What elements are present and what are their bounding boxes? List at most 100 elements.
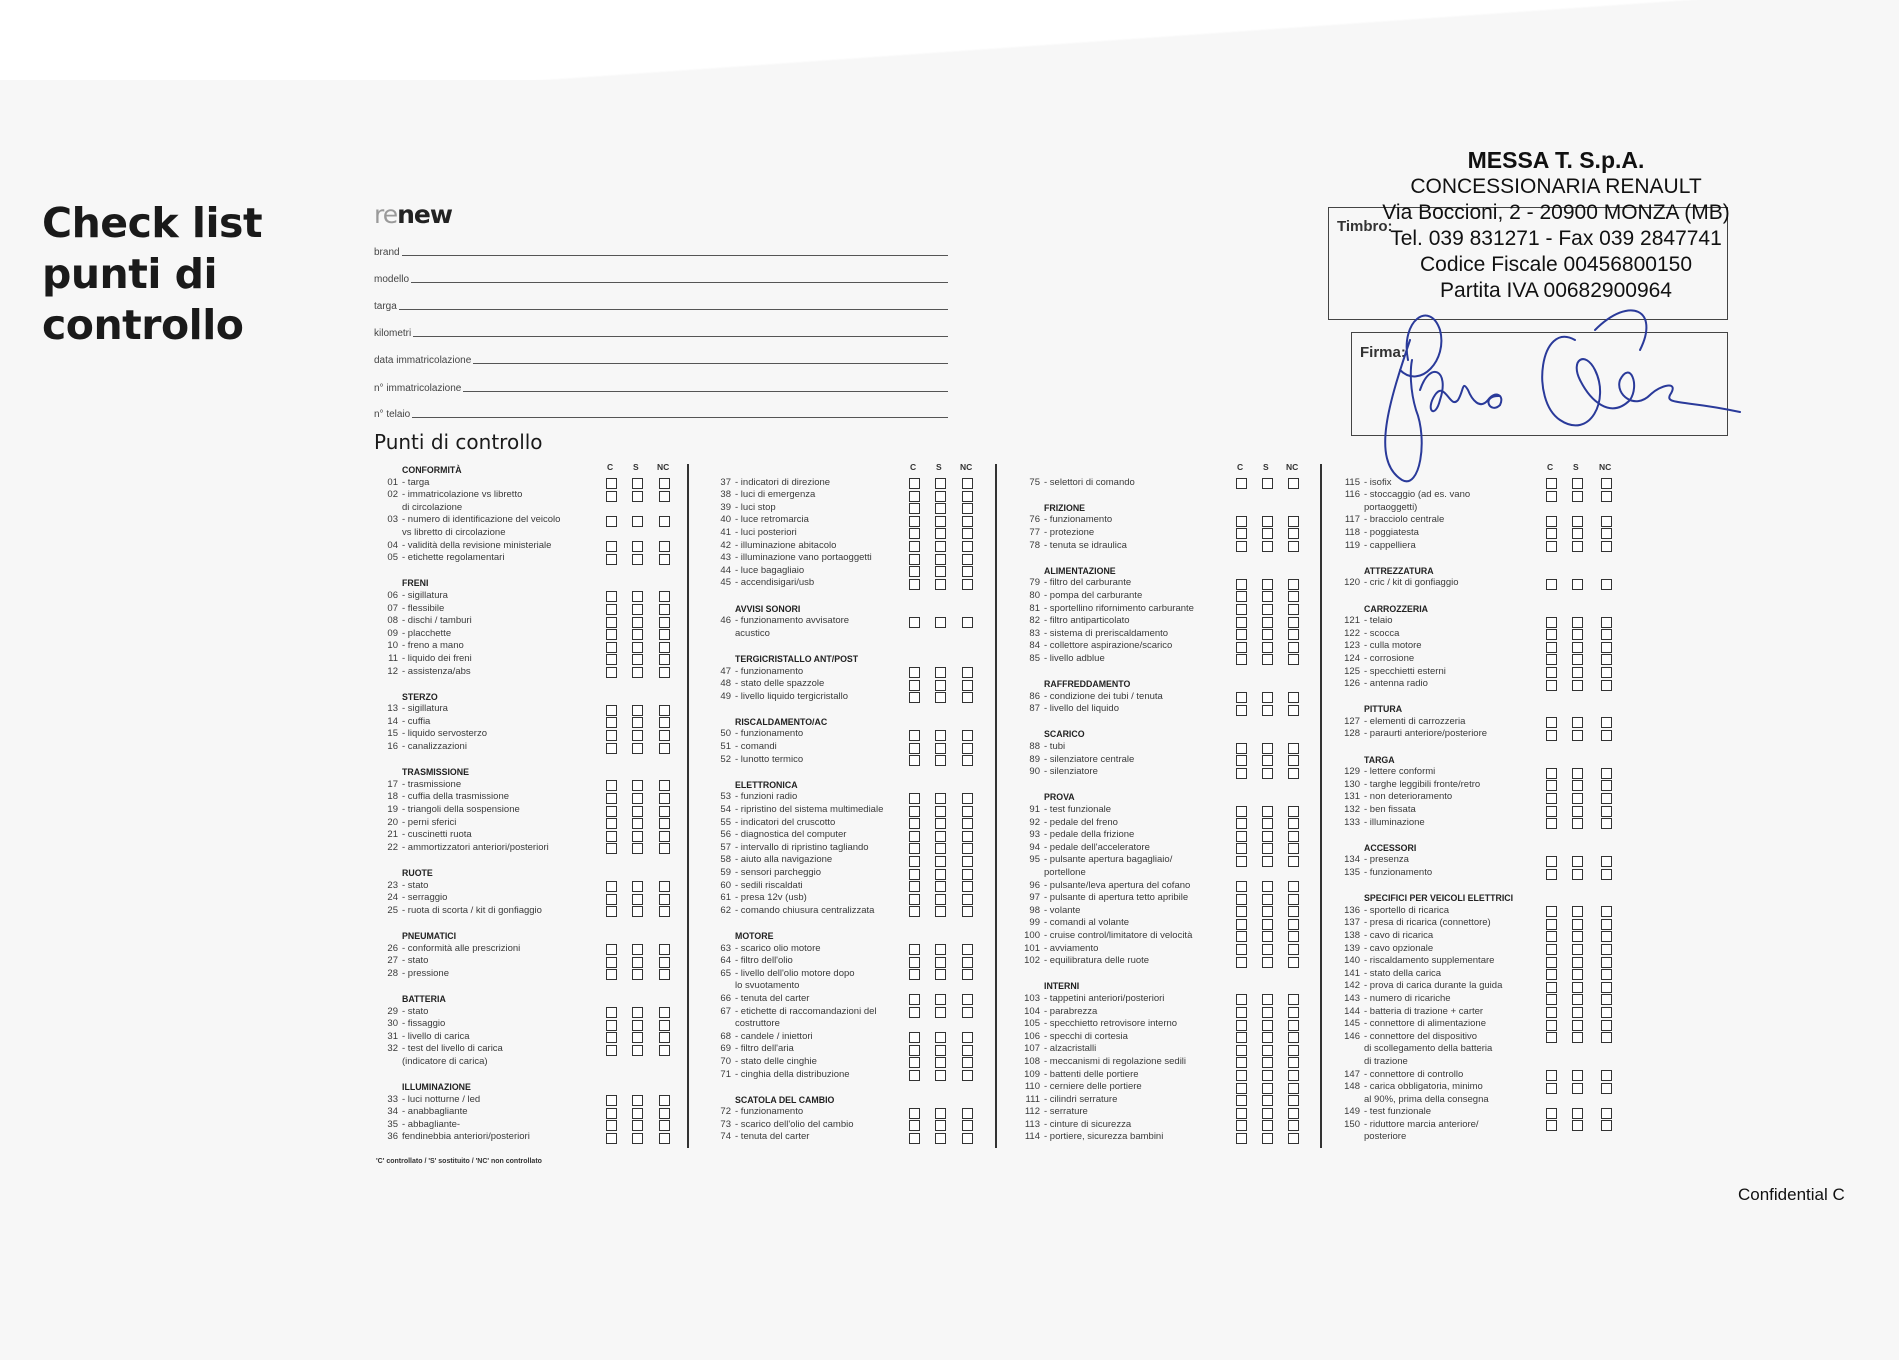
checkbox-nc[interactable] <box>659 1132 670 1144</box>
checkbox-c[interactable] <box>909 956 920 968</box>
checkbox-nc[interactable] <box>962 1120 973 1132</box>
checkbox-nc[interactable] <box>659 830 670 842</box>
checkbox-c[interactable] <box>909 969 920 981</box>
checkbox-s[interactable] <box>935 566 946 578</box>
checkbox-nc[interactable] <box>1288 591 1299 603</box>
checkbox-s[interactable] <box>935 528 946 540</box>
checkbox-nc[interactable] <box>962 1007 973 1019</box>
checkbox-s[interactable] <box>1572 944 1583 956</box>
checkbox-s[interactable] <box>632 1107 643 1119</box>
checkbox-c[interactable] <box>1546 918 1557 930</box>
checkbox-c[interactable] <box>909 855 920 867</box>
checkbox-c[interactable] <box>1546 1070 1557 1081</box>
checkbox-nc[interactable] <box>659 969 670 981</box>
checkbox-c[interactable] <box>1236 1007 1247 1019</box>
checkbox-nc[interactable] <box>1288 692 1299 704</box>
checkbox-nc[interactable] <box>962 679 973 691</box>
checkbox-s[interactable] <box>632 1007 643 1019</box>
checkbox-nc[interactable] <box>962 1132 973 1144</box>
checkbox-s[interactable] <box>1572 918 1583 930</box>
checkbox-s[interactable] <box>935 830 946 842</box>
checkbox-s[interactable] <box>935 1044 946 1056</box>
checkbox-s[interactable] <box>632 604 643 616</box>
checkbox-nc[interactable] <box>659 906 670 918</box>
checkbox-c[interactable] <box>1546 629 1557 641</box>
checkbox-c[interactable] <box>606 1095 617 1107</box>
checkbox-s[interactable] <box>632 641 643 653</box>
checkbox-s[interactable] <box>935 1132 946 1144</box>
checkbox-c[interactable] <box>1236 1082 1247 1094</box>
checkbox-c[interactable] <box>1236 1107 1247 1119</box>
checkbox-c[interactable] <box>1236 578 1247 590</box>
checkbox-s[interactable] <box>1572 654 1583 666</box>
checkbox-s[interactable] <box>935 969 946 981</box>
checkbox-nc[interactable] <box>1288 1007 1299 1019</box>
checkbox-c[interactable] <box>606 478 617 490</box>
field-input-line[interactable] <box>412 417 948 418</box>
checkbox-c[interactable] <box>1236 944 1247 956</box>
checkbox-s[interactable] <box>935 679 946 691</box>
checkbox-c[interactable] <box>1236 1032 1247 1044</box>
checkbox-c[interactable] <box>606 893 617 905</box>
checkbox-nc[interactable] <box>1288 1120 1299 1132</box>
checkbox-nc[interactable] <box>1601 868 1612 880</box>
checkbox-s[interactable] <box>1572 1082 1583 1094</box>
checkbox-nc[interactable] <box>659 1107 670 1119</box>
checkbox-nc[interactable] <box>659 792 670 804</box>
checkbox-nc[interactable] <box>1601 1070 1612 1081</box>
checkbox-c[interactable] <box>909 566 920 578</box>
checkbox-nc[interactable] <box>1601 541 1612 553</box>
checkbox-s[interactable] <box>1262 805 1273 817</box>
checkbox-s[interactable] <box>935 755 946 767</box>
checkbox-c[interactable] <box>1546 641 1557 653</box>
checkbox-nc[interactable] <box>659 704 670 716</box>
checkbox-s[interactable] <box>935 855 946 867</box>
checkbox-s[interactable] <box>1262 956 1273 968</box>
checkbox-s[interactable] <box>1262 528 1273 540</box>
field-input-line[interactable] <box>463 391 948 392</box>
checkbox-c[interactable] <box>1236 1120 1247 1132</box>
checkbox-s[interactable] <box>935 1007 946 1019</box>
checkbox-c[interactable] <box>1236 906 1247 918</box>
checkbox-nc[interactable] <box>962 805 973 817</box>
checkbox-s[interactable] <box>1572 616 1583 628</box>
checkbox-nc[interactable] <box>659 1007 670 1019</box>
checkbox-s[interactable] <box>1572 981 1583 993</box>
checkbox-nc[interactable] <box>1601 729 1612 741</box>
checkbox-s[interactable] <box>935 515 946 527</box>
checkbox-c[interactable] <box>1236 994 1247 1006</box>
checkbox-nc[interactable] <box>659 1120 670 1132</box>
checkbox-nc[interactable] <box>1288 1019 1299 1031</box>
checkbox-nc[interactable] <box>1288 478 1299 490</box>
checkbox-c[interactable] <box>1236 767 1247 779</box>
checkbox-c[interactable] <box>1236 1070 1247 1081</box>
checkbox-c[interactable] <box>1546 805 1557 817</box>
checkbox-nc[interactable] <box>962 515 973 527</box>
checkbox-nc[interactable] <box>962 1107 973 1119</box>
checkbox-s[interactable] <box>1262 1107 1273 1119</box>
checkbox-c[interactable] <box>1236 616 1247 628</box>
checkbox-nc[interactable] <box>962 478 973 490</box>
checkbox-nc[interactable] <box>1288 830 1299 842</box>
checkbox-nc[interactable] <box>1601 490 1612 502</box>
checkbox-s[interactable] <box>1572 994 1583 1006</box>
checkbox-c[interactable] <box>909 944 920 956</box>
checkbox-s[interactable] <box>1262 578 1273 590</box>
checkbox-s[interactable] <box>1572 792 1583 804</box>
checkbox-nc[interactable] <box>1601 906 1612 918</box>
checkbox-s[interactable] <box>935 906 946 918</box>
checkbox-nc[interactable] <box>1601 1019 1612 1031</box>
checkbox-nc[interactable] <box>1288 855 1299 867</box>
checkbox-c[interactable] <box>909 805 920 817</box>
checkbox-c[interactable] <box>1546 679 1557 691</box>
checkbox-nc[interactable] <box>962 755 973 767</box>
checkbox-c[interactable] <box>1546 541 1557 553</box>
checkbox-nc[interactable] <box>1601 956 1612 968</box>
field-0[interactable]: brand <box>374 244 948 258</box>
checkbox-c[interactable] <box>909 692 920 704</box>
checkbox-c[interactable] <box>1546 717 1557 729</box>
checkbox-nc[interactable] <box>962 843 973 855</box>
checkbox-c[interactable] <box>1236 918 1247 930</box>
checkbox-s[interactable] <box>632 1120 643 1132</box>
checkbox-c[interactable] <box>606 956 617 968</box>
